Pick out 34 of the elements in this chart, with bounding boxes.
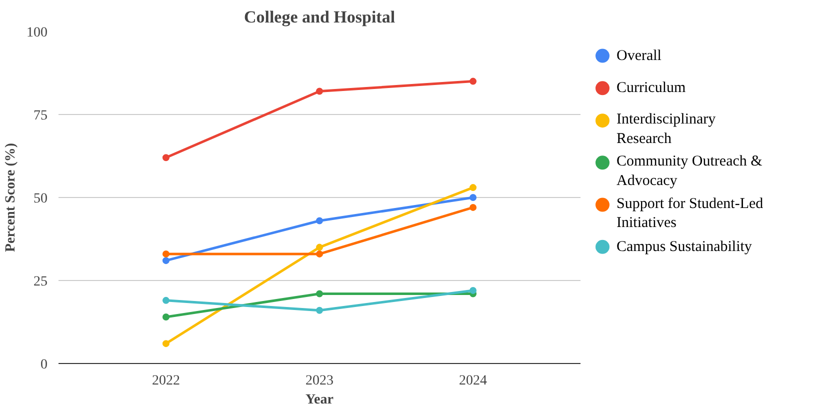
point bbox=[162, 296, 170, 304]
point bbox=[316, 244, 323, 251]
legend-label: Interdisciplinary Research bbox=[616, 112, 716, 147]
point bbox=[470, 204, 477, 211]
point bbox=[316, 290, 323, 298]
chart-title: College and Hospital bbox=[244, 8, 396, 26]
legend-label: Support for Student-Led Initiatives bbox=[616, 196, 764, 231]
point bbox=[470, 78, 477, 85]
legend-label: Community Outreach & Advocacy bbox=[616, 154, 763, 189]
point bbox=[162, 340, 170, 348]
legend-label: Overall bbox=[616, 48, 662, 64]
legend-label: Curriculum bbox=[616, 80, 686, 96]
point bbox=[470, 286, 477, 294]
y-tick-label: 75 bbox=[34, 108, 48, 124]
y-tick-label: 100 bbox=[26, 26, 48, 40]
y-tick-label: 0 bbox=[40, 358, 48, 372]
point bbox=[316, 250, 323, 258]
point bbox=[162, 314, 170, 321]
x-tick-label: 2022 bbox=[152, 374, 180, 388]
point bbox=[162, 154, 170, 162]
point bbox=[316, 306, 323, 314]
point bbox=[470, 194, 477, 201]
point bbox=[162, 257, 170, 264]
point bbox=[316, 217, 323, 224]
legend-label: Campus Sustainability bbox=[616, 238, 752, 255]
x-tick-label: 2023 bbox=[306, 374, 334, 388]
x-tick-label: 2024 bbox=[459, 374, 488, 388]
y-tick-label: 25 bbox=[34, 274, 48, 290]
y-tick-label: 50 bbox=[34, 192, 48, 206]
point bbox=[470, 184, 477, 192]
point bbox=[162, 250, 170, 258]
point bbox=[316, 88, 323, 95]
y-axis-title: Percent Score (%) bbox=[4, 142, 18, 252]
x-axis-title: Year bbox=[306, 392, 334, 408]
